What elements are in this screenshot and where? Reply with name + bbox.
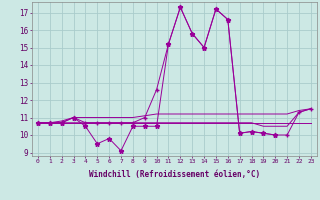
- X-axis label: Windchill (Refroidissement éolien,°C): Windchill (Refroidissement éolien,°C): [89, 170, 260, 179]
